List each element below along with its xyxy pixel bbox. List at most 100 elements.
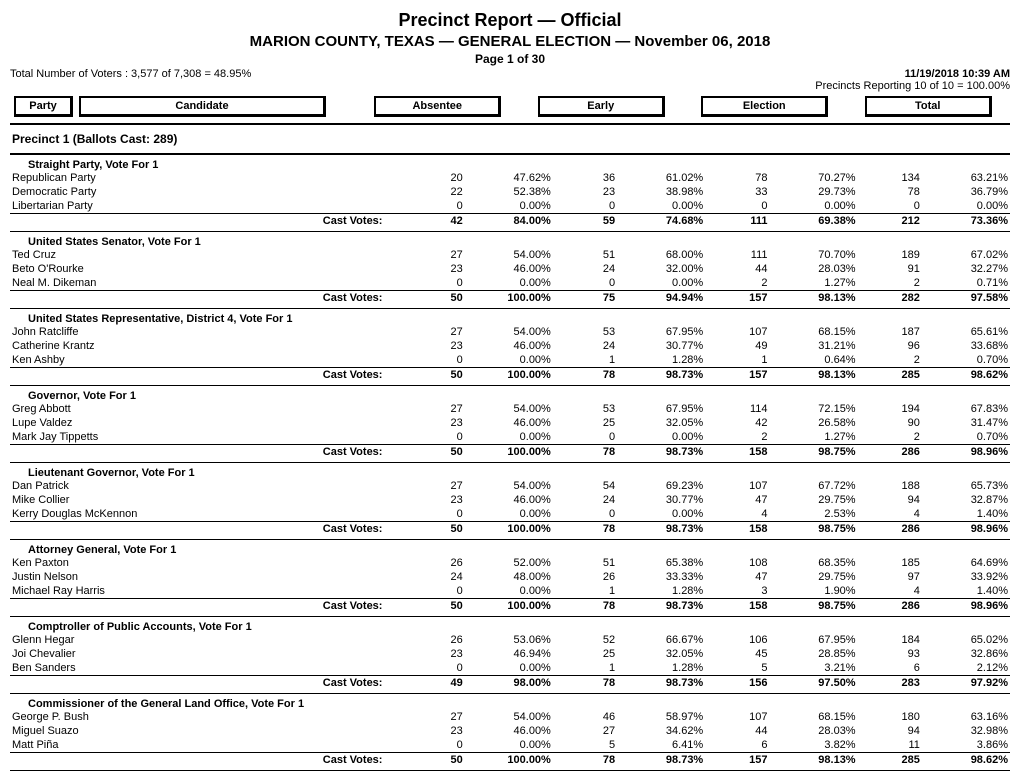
table-row: Ted Cruz2754.00%5168.00%11170.70%18967.0… [10, 248, 1010, 262]
election-count: 44 [705, 724, 769, 738]
absentee-pct: 0.00% [465, 738, 553, 753]
absentee-pct: 84.00% [465, 214, 553, 229]
absentee-count: 50 [400, 522, 464, 537]
election-pct: 1.90% [770, 584, 858, 599]
absentee-count: 42 [400, 214, 464, 229]
early-count: 1 [553, 661, 617, 676]
cast-votes-label: Cast Votes: [10, 368, 400, 383]
candidate-name: Libertarian Party [10, 199, 400, 214]
total-pct: 97.58% [922, 291, 1010, 306]
early-count: 1 [553, 353, 617, 368]
absentee-pct: 54.00% [465, 479, 553, 493]
early-pct: 61.02% [617, 171, 705, 185]
absentee-count: 27 [400, 248, 464, 262]
total-pct: 63.21% [922, 171, 1010, 185]
total-pct: 65.61% [922, 325, 1010, 339]
absentee-pct: 52.00% [465, 556, 553, 570]
race-separator [10, 462, 1010, 463]
total-pct: 67.83% [922, 402, 1010, 416]
race-title: Straight Party, Vote For 1 [10, 159, 1010, 171]
candidate-name: Ted Cruz [10, 248, 400, 262]
absentee-pct: 0.00% [465, 276, 553, 291]
candidate-name: Greg Abbott [10, 402, 400, 416]
race-table: John Ratcliffe2754.00%5367.95%10768.15%1… [10, 325, 1010, 382]
table-row: George P. Bush2754.00%4658.97%10768.15%1… [10, 710, 1010, 724]
candidate-name: John Ratcliffe [10, 325, 400, 339]
election-pct: 0.64% [770, 353, 858, 368]
total-count: 4 [858, 507, 922, 522]
early-count: 78 [553, 676, 617, 691]
total-voters: Total Number of Voters : 3,577 of 7,308 … [10, 68, 251, 92]
total-count: 78 [858, 185, 922, 199]
early-pct: 69.23% [617, 479, 705, 493]
early-pct: 67.95% [617, 402, 705, 416]
election-pct: 2.53% [770, 507, 858, 522]
election-count: 157 [705, 368, 769, 383]
election-pct: 98.13% [770, 368, 858, 383]
table-row: Matt Piña00.00%56.41%63.82%113.86% [10, 738, 1010, 753]
election-pct: 1.27% [770, 430, 858, 445]
total-pct: 63.16% [922, 710, 1010, 724]
early-pct: 30.77% [617, 339, 705, 353]
absentee-count: 26 [400, 556, 464, 570]
early-count: 23 [553, 185, 617, 199]
table-row: Mark Jay Tippetts00.00%00.00%21.27%20.70… [10, 430, 1010, 445]
total-count: 4 [858, 584, 922, 599]
absentee-pct: 47.62% [465, 171, 553, 185]
total-count: 0 [858, 199, 922, 214]
election-pct: 98.75% [770, 445, 858, 460]
early-count: 53 [553, 402, 617, 416]
early-pct: 32.00% [617, 262, 705, 276]
election-count: 78 [705, 171, 769, 185]
race-block: United States Representative, District 4… [10, 313, 1010, 382]
total-pct: 31.47% [922, 416, 1010, 430]
early-count: 53 [553, 325, 617, 339]
absentee-count: 0 [400, 738, 464, 753]
early-count: 59 [553, 214, 617, 229]
absentee-count: 0 [400, 199, 464, 214]
total-count: 2 [858, 276, 922, 291]
election-pct: 69.38% [770, 214, 858, 229]
election-count: 47 [705, 570, 769, 584]
early-count: 24 [553, 493, 617, 507]
election-count: 157 [705, 291, 769, 306]
absentee-count: 22 [400, 185, 464, 199]
absentee-pct: 46.00% [465, 416, 553, 430]
early-count: 51 [553, 556, 617, 570]
candidate-name: Neal M. Dikeman [10, 276, 400, 291]
absentee-count: 20 [400, 171, 464, 185]
absentee-pct: 0.00% [465, 199, 553, 214]
election-pct: 31.21% [770, 339, 858, 353]
cast-votes-label: Cast Votes: [10, 599, 400, 614]
early-count: 46 [553, 710, 617, 724]
election-pct: 68.35% [770, 556, 858, 570]
early-count: 51 [553, 248, 617, 262]
total-count: 90 [858, 416, 922, 430]
election-pct: 29.75% [770, 570, 858, 584]
cast-votes-row: Cast Votes:50100.00%7898.73%15798.13%285… [10, 753, 1010, 768]
absentee-count: 0 [400, 661, 464, 676]
total-pct: 64.69% [922, 556, 1010, 570]
cast-votes-row: Cast Votes:4284.00%5974.68%11169.38%2127… [10, 214, 1010, 229]
absentee-count: 0 [400, 430, 464, 445]
total-count: 184 [858, 633, 922, 647]
election-count: 33 [705, 185, 769, 199]
early-pct: 98.73% [617, 522, 705, 537]
election-pct: 97.50% [770, 676, 858, 691]
early-pct: 38.98% [617, 185, 705, 199]
election-pct: 3.82% [770, 738, 858, 753]
total-count: 94 [858, 724, 922, 738]
election-count: 3 [705, 584, 769, 599]
hdr-total: Total [865, 96, 992, 117]
candidate-name: Dan Patrick [10, 479, 400, 493]
total-count: 285 [858, 368, 922, 383]
absentee-count: 50 [400, 368, 464, 383]
election-count: 4 [705, 507, 769, 522]
candidate-name: Beto O'Rourke [10, 262, 400, 276]
absentee-count: 0 [400, 276, 464, 291]
election-count: 42 [705, 416, 769, 430]
precinct-header: Precinct 1 (Ballots Cast: 289) [10, 128, 1010, 150]
election-pct: 67.72% [770, 479, 858, 493]
table-row: Justin Nelson2448.00%2633.33%4729.75%973… [10, 570, 1010, 584]
absentee-pct: 100.00% [465, 368, 553, 383]
